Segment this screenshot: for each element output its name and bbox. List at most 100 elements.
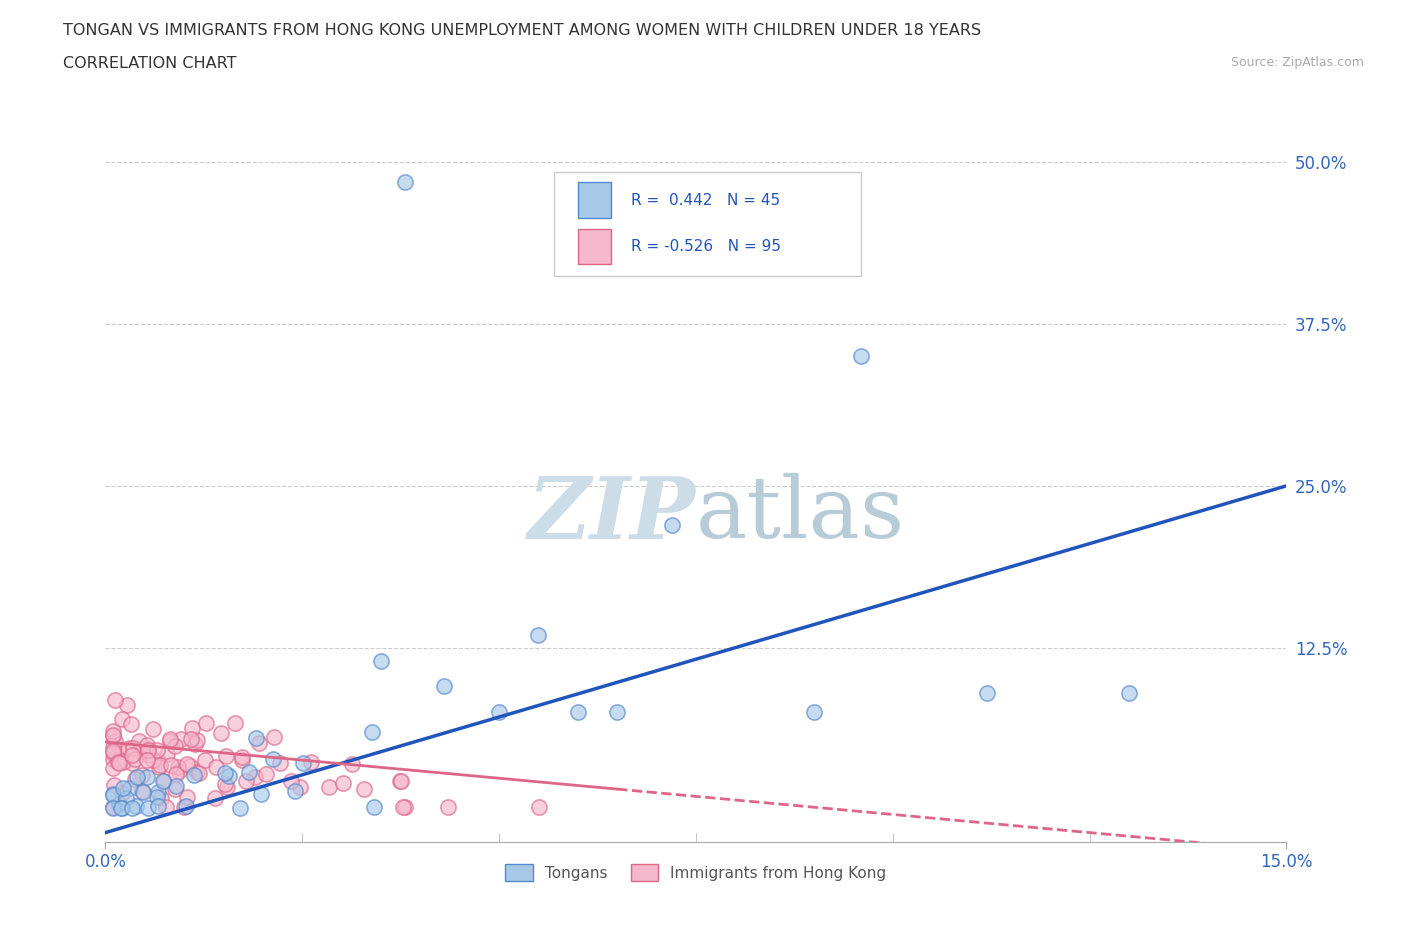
Text: TONGAN VS IMMIGRANTS FROM HONG KONG UNEMPLOYMENT AMONG WOMEN WITH CHILDREN UNDER: TONGAN VS IMMIGRANTS FROM HONG KONG UNEM… bbox=[63, 23, 981, 38]
Point bbox=[179, 758, 201, 773]
Text: R = -0.526   N = 95: R = -0.526 N = 95 bbox=[631, 239, 780, 254]
Point bbox=[353, 782, 375, 797]
Point bbox=[976, 685, 998, 700]
Point bbox=[103, 728, 125, 743]
Point bbox=[115, 698, 138, 713]
Point bbox=[392, 799, 415, 814]
Point bbox=[170, 732, 193, 747]
Point bbox=[243, 769, 266, 784]
Point bbox=[138, 748, 160, 763]
Point bbox=[153, 774, 176, 789]
Point bbox=[121, 801, 143, 816]
Point bbox=[156, 747, 179, 762]
Point bbox=[121, 748, 143, 763]
Text: atlas: atlas bbox=[696, 472, 905, 556]
FancyBboxPatch shape bbox=[554, 172, 862, 276]
Point bbox=[288, 779, 311, 794]
Point bbox=[103, 739, 125, 754]
Point bbox=[176, 790, 198, 804]
Point bbox=[132, 743, 155, 758]
Point bbox=[166, 766, 188, 781]
Point bbox=[169, 764, 191, 778]
Point bbox=[280, 774, 302, 789]
Point bbox=[142, 722, 165, 737]
Point bbox=[124, 751, 146, 766]
Point bbox=[120, 716, 142, 731]
Point bbox=[183, 737, 205, 751]
Point bbox=[136, 737, 159, 752]
Point bbox=[231, 753, 253, 768]
Point bbox=[128, 733, 150, 748]
Point bbox=[173, 799, 195, 814]
Point bbox=[167, 759, 190, 774]
Point bbox=[103, 728, 125, 743]
Point bbox=[145, 743, 167, 758]
Point bbox=[163, 781, 186, 796]
Point bbox=[146, 799, 169, 814]
Point bbox=[115, 790, 138, 805]
Point bbox=[165, 778, 187, 793]
Point bbox=[124, 772, 146, 787]
Point bbox=[160, 758, 183, 773]
Point bbox=[103, 743, 125, 758]
Point bbox=[135, 753, 157, 768]
Legend: Tongans, Immigrants from Hong Kong: Tongans, Immigrants from Hong Kong bbox=[499, 857, 893, 887]
Text: R =  0.442   N = 45: R = 0.442 N = 45 bbox=[631, 193, 780, 207]
Point bbox=[103, 761, 125, 776]
Point bbox=[1118, 685, 1140, 700]
Point bbox=[149, 790, 172, 805]
Point bbox=[235, 774, 257, 789]
Point bbox=[195, 715, 218, 730]
Point bbox=[214, 777, 236, 791]
Point bbox=[370, 653, 392, 668]
Point bbox=[215, 779, 238, 794]
Point bbox=[121, 755, 143, 770]
Point bbox=[136, 769, 159, 784]
Point bbox=[122, 740, 145, 755]
Point bbox=[263, 730, 285, 745]
Point bbox=[389, 774, 412, 789]
Point bbox=[125, 798, 148, 813]
Point bbox=[107, 755, 129, 770]
Point bbox=[103, 751, 125, 766]
Point bbox=[108, 797, 131, 812]
Point bbox=[214, 765, 236, 780]
Point bbox=[529, 799, 551, 814]
Text: Source: ZipAtlas.com: Source: ZipAtlas.com bbox=[1230, 56, 1364, 69]
Point bbox=[107, 756, 129, 771]
Point bbox=[851, 349, 873, 364]
Text: CORRELATION CHART: CORRELATION CHART bbox=[63, 56, 236, 71]
Point bbox=[389, 773, 412, 788]
Point bbox=[111, 780, 134, 795]
Point bbox=[120, 781, 142, 796]
Point bbox=[111, 801, 134, 816]
Point bbox=[136, 742, 159, 757]
Point bbox=[183, 767, 205, 782]
Point bbox=[606, 705, 628, 720]
Point bbox=[262, 751, 284, 766]
Point bbox=[108, 752, 131, 767]
Point bbox=[254, 766, 277, 781]
Point bbox=[394, 799, 416, 814]
Point bbox=[194, 752, 217, 767]
Point bbox=[204, 790, 226, 805]
Point bbox=[803, 705, 825, 720]
Point bbox=[103, 787, 125, 802]
Point bbox=[132, 785, 155, 800]
Point bbox=[394, 174, 416, 189]
Point bbox=[363, 799, 385, 814]
Point bbox=[238, 764, 260, 779]
Point bbox=[103, 777, 125, 792]
Point bbox=[108, 742, 131, 757]
Point bbox=[104, 734, 127, 749]
Point bbox=[186, 733, 208, 748]
Point bbox=[125, 770, 148, 785]
Point bbox=[152, 773, 174, 788]
Point bbox=[229, 801, 252, 816]
Point bbox=[159, 734, 181, 749]
Point bbox=[131, 784, 153, 799]
Point bbox=[110, 786, 132, 801]
Point bbox=[361, 724, 384, 739]
Point bbox=[103, 801, 125, 816]
Point bbox=[136, 801, 159, 816]
